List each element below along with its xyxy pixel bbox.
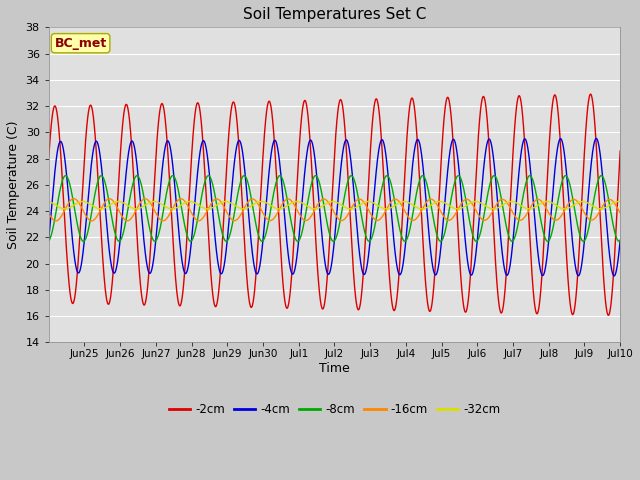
Text: BC_met: BC_met <box>54 37 107 50</box>
-4cm <box>543 251 551 256</box>
-4cm <box>616 238 624 243</box>
-16cm <box>605 197 613 203</box>
-32cm <box>544 199 552 204</box>
Y-axis label: Soil Temperature (C): Soil Temperature (C) <box>7 120 20 249</box>
-8cm <box>616 238 624 243</box>
Legend: -2cm, -4cm, -8cm, -16cm, -32cm: -2cm, -4cm, -8cm, -16cm, -32cm <box>164 399 505 421</box>
-2cm <box>605 312 612 318</box>
-8cm <box>144 217 152 223</box>
-16cm <box>45 210 52 216</box>
-4cm <box>289 271 296 277</box>
-4cm <box>45 236 52 241</box>
Line: -4cm: -4cm <box>49 139 620 276</box>
-4cm <box>611 273 618 279</box>
-4cm <box>605 248 613 254</box>
-4cm <box>264 181 272 187</box>
-32cm <box>110 200 118 205</box>
-8cm <box>289 228 297 234</box>
-8cm <box>544 239 552 244</box>
-2cm <box>110 258 118 264</box>
-32cm <box>400 199 408 204</box>
-32cm <box>144 201 152 206</box>
-4cm <box>144 266 152 272</box>
Line: -32cm: -32cm <box>49 202 620 209</box>
-32cm <box>605 203 613 208</box>
Line: -2cm: -2cm <box>49 94 620 315</box>
-4cm <box>110 270 118 276</box>
-32cm <box>289 200 297 205</box>
-16cm <box>70 196 77 202</box>
-16cm <box>289 200 297 206</box>
-8cm <box>258 239 266 244</box>
Line: -8cm: -8cm <box>49 176 620 241</box>
X-axis label: Time: Time <box>319 362 350 375</box>
-32cm <box>616 199 624 204</box>
-16cm <box>616 210 624 216</box>
-2cm <box>289 258 296 264</box>
-32cm <box>264 201 272 206</box>
-32cm <box>45 199 52 204</box>
Line: -16cm: -16cm <box>49 199 620 221</box>
-16cm <box>111 200 118 205</box>
-8cm <box>605 201 613 206</box>
-4cm <box>593 136 600 142</box>
-8cm <box>264 220 272 226</box>
-2cm <box>605 311 613 317</box>
-8cm <box>133 173 141 179</box>
-16cm <box>544 208 552 214</box>
-2cm <box>543 173 551 179</box>
-8cm <box>45 238 52 243</box>
-2cm <box>264 101 272 107</box>
-16cm <box>145 197 152 203</box>
-2cm <box>587 91 595 97</box>
-32cm <box>275 206 283 212</box>
-2cm <box>616 148 624 154</box>
Title: Soil Temperatures Set C: Soil Temperatures Set C <box>243 7 426 22</box>
-16cm <box>264 217 272 223</box>
-8cm <box>110 226 118 231</box>
-2cm <box>144 281 152 287</box>
-16cm <box>52 218 60 224</box>
-2cm <box>45 154 52 160</box>
